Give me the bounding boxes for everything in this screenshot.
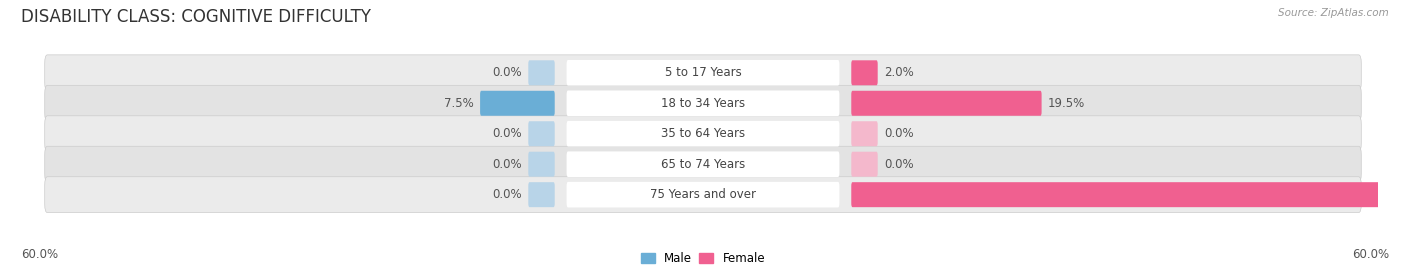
Text: 75 Years and over: 75 Years and over [650,188,756,201]
FancyBboxPatch shape [529,182,555,207]
FancyBboxPatch shape [851,91,1042,116]
Text: 0.0%: 0.0% [884,158,914,171]
FancyBboxPatch shape [529,60,555,85]
FancyBboxPatch shape [529,152,555,177]
Text: 18 to 34 Years: 18 to 34 Years [661,97,745,110]
FancyBboxPatch shape [45,55,1361,91]
Text: 0.0%: 0.0% [492,188,522,201]
Text: Source: ZipAtlas.com: Source: ZipAtlas.com [1278,8,1389,18]
Text: 5 to 17 Years: 5 to 17 Years [665,66,741,79]
FancyBboxPatch shape [45,146,1361,182]
FancyBboxPatch shape [567,182,839,207]
FancyBboxPatch shape [851,60,877,85]
Text: 0.0%: 0.0% [492,127,522,140]
FancyBboxPatch shape [45,177,1361,213]
FancyBboxPatch shape [567,90,839,116]
FancyBboxPatch shape [567,151,839,177]
Text: 0.0%: 0.0% [492,158,522,171]
Text: 65 to 74 Years: 65 to 74 Years [661,158,745,171]
Text: 19.5%: 19.5% [1047,97,1085,110]
Text: 35 to 64 Years: 35 to 64 Years [661,127,745,140]
Text: 60.0%: 60.0% [21,248,58,261]
Text: 60.0%: 60.0% [1353,248,1389,261]
FancyBboxPatch shape [567,60,839,86]
Text: DISABILITY CLASS: COGNITIVE DIFFICULTY: DISABILITY CLASS: COGNITIVE DIFFICULTY [21,8,371,26]
FancyBboxPatch shape [851,121,877,146]
Text: 0.0%: 0.0% [492,66,522,79]
FancyBboxPatch shape [529,121,555,146]
Text: 2.0%: 2.0% [884,66,914,79]
FancyBboxPatch shape [45,85,1361,121]
Text: 7.5%: 7.5% [444,97,474,110]
FancyBboxPatch shape [851,182,1406,207]
FancyBboxPatch shape [479,91,555,116]
FancyBboxPatch shape [45,116,1361,152]
Legend: Male, Female: Male, Female [636,247,770,269]
FancyBboxPatch shape [851,152,877,177]
Text: 0.0%: 0.0% [884,127,914,140]
FancyBboxPatch shape [567,121,839,147]
